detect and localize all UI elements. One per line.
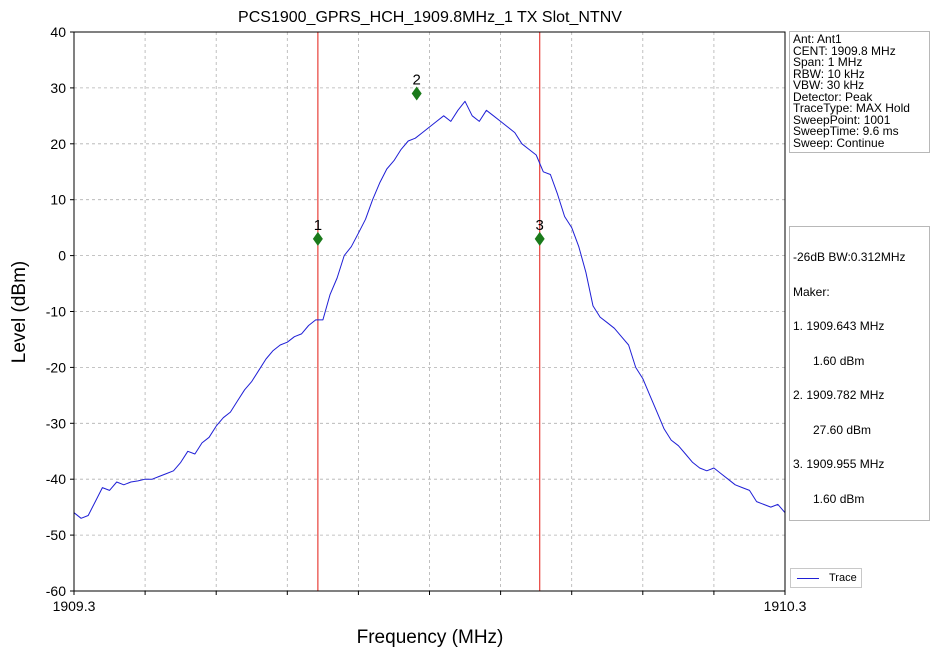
settings-line: RBW: 10 kHz: [793, 66, 865, 81]
analyzer-settings-box: Ant: Ant1 CENT: 1909.8 MHz Span: 1 MHz RBW:…: [789, 31, 930, 153]
series-layer: [73, 100, 786, 519]
x-tick-label: 1910.3: [764, 598, 807, 614]
marker-diamond: [411, 86, 422, 101]
y-tick-label: -40: [46, 471, 66, 487]
settings-line: VBW: 30 kHz: [793, 78, 865, 92]
x-axis-ticks: 1909.3 1910.3: [53, 591, 807, 614]
bandwidth-text: -26dB BW:0.312MHz: [793, 250, 906, 264]
marker-diamond: [534, 231, 545, 246]
settings-line: SweepPoint: 1001: [793, 112, 891, 127]
marker-1-level: 1.60 dBm: [813, 353, 865, 368]
marker-diamond: [312, 231, 323, 246]
x-axis-label: Frequency (MHz): [357, 627, 504, 648]
markers-layer: 1 2 3: [312, 71, 545, 246]
chart-title: PCS1900_GPRS_HCH_1909.8MHz_1 TX Slot_NTN…: [238, 9, 622, 26]
settings-line: SweepTime: 9.6 ms: [793, 124, 899, 138]
x-tick-label: 1909.3: [53, 598, 96, 614]
y-tick-label: 20: [50, 136, 66, 152]
marker-heading: Maker:: [793, 284, 830, 299]
plot-frame: [73, 31, 786, 592]
settings-line: Sweep: Continue: [793, 135, 885, 150]
marker-label: 3: [536, 217, 544, 234]
marker-2-level: 27.60 dBm: [813, 422, 872, 437]
y-tick-label: -30: [46, 415, 66, 431]
marker-lines: [317, 32, 541, 591]
y-tick-label: -20: [46, 359, 66, 375]
marker-info-box: -26dB BW:0.312MHz Maker: 1. 1909.643 MHz…: [789, 226, 930, 521]
marker-3-freq: 3. 1909.955 MHz: [793, 457, 885, 471]
settings-line: Span: 1 MHz: [793, 55, 863, 69]
y-tick-label: 40: [50, 24, 66, 40]
legend-swatch-trace: [797, 578, 819, 579]
marker-3-level: 1.60 dBm: [813, 491, 865, 506]
y-axis-label: Level (dBm): [9, 261, 30, 363]
y-tick-label: 30: [50, 80, 66, 96]
series-line-trace: [73, 100, 786, 519]
grid: [74, 32, 785, 591]
y-tick-label: -50: [46, 527, 66, 543]
y-tick-label: -10: [46, 304, 66, 320]
settings-line: CENT: 1909.8 MHz: [793, 43, 896, 58]
y-tick-label: 0: [58, 248, 66, 264]
settings-line: Detector: Peak: [793, 89, 873, 104]
marker-1-freq: 1. 1909.643 MHz: [793, 319, 885, 333]
y-tick-label: -60: [46, 583, 66, 599]
marker-2-freq: 2. 1909.782 MHz: [793, 388, 885, 402]
settings-line: TraceType: MAX Hold: [793, 101, 910, 115]
legend: Trace: [790, 568, 862, 588]
legend-label-trace: Trace: [829, 572, 857, 584]
settings-line: Ant: Ant1: [793, 32, 842, 46]
y-axis-ticks: 40 30 20 10 0 -10 -20 -30 -40 -50 -60: [46, 24, 74, 599]
marker-label: 2: [413, 71, 421, 88]
y-tick-label: 10: [50, 192, 66, 208]
marker-label: 1: [314, 217, 322, 234]
